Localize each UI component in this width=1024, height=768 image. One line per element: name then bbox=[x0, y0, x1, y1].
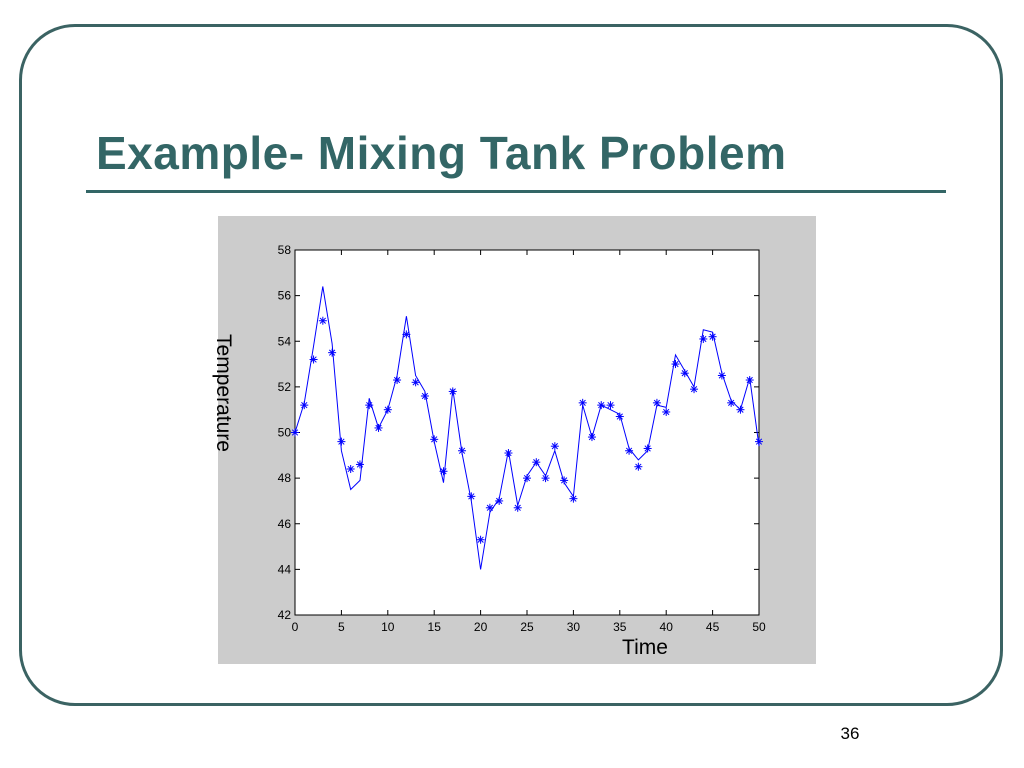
data-point bbox=[690, 385, 699, 394]
data-point bbox=[745, 376, 754, 385]
y-tick-label: 46 bbox=[278, 517, 292, 531]
x-tick-label: 0 bbox=[292, 620, 299, 634]
plot-area bbox=[294, 249, 760, 616]
data-point bbox=[587, 433, 596, 442]
data-point bbox=[448, 387, 457, 396]
y-tick-label: 50 bbox=[278, 426, 292, 440]
x-tick-label: 35 bbox=[613, 620, 627, 634]
page-number: 36 bbox=[840, 724, 860, 743]
data-point bbox=[476, 535, 485, 544]
data-point bbox=[550, 442, 559, 451]
data-point bbox=[411, 378, 420, 387]
data-point bbox=[300, 401, 309, 410]
slide-frame bbox=[19, 24, 1003, 706]
y-tick-label: 42 bbox=[278, 608, 292, 622]
y-tick-label: 44 bbox=[278, 562, 292, 576]
data-point bbox=[727, 398, 736, 407]
data-point bbox=[634, 462, 643, 471]
title-divider bbox=[86, 190, 946, 193]
data-point bbox=[467, 492, 476, 501]
data-point bbox=[439, 467, 448, 476]
x-tick-label: 25 bbox=[520, 620, 534, 634]
data-point bbox=[541, 474, 550, 483]
data-point bbox=[615, 412, 624, 421]
data-point bbox=[625, 446, 634, 455]
data-point bbox=[606, 401, 615, 410]
x-tick-label: 10 bbox=[381, 620, 395, 634]
x-tick-label: 15 bbox=[428, 620, 442, 634]
data-point bbox=[346, 465, 355, 473]
data-point bbox=[643, 444, 652, 453]
data-point bbox=[495, 496, 504, 505]
data-point bbox=[560, 476, 569, 485]
x-tick-label: 20 bbox=[474, 620, 488, 634]
data-point bbox=[717, 371, 726, 380]
data-point bbox=[337, 437, 346, 446]
y-tick-label: 52 bbox=[278, 380, 292, 394]
data-point bbox=[430, 435, 439, 444]
data-point bbox=[708, 332, 717, 341]
data-point bbox=[291, 428, 299, 437]
slide-title: Example- Mixing Tank Problem bbox=[96, 127, 787, 179]
data-point bbox=[383, 405, 392, 414]
y-tick-label: 58 bbox=[278, 243, 292, 257]
x-tick-label: 5 bbox=[338, 620, 345, 634]
data-point bbox=[755, 437, 763, 446]
data-point bbox=[662, 407, 671, 416]
data-point bbox=[699, 334, 708, 343]
data-point bbox=[652, 398, 661, 407]
data-point bbox=[402, 330, 411, 339]
data-point bbox=[504, 449, 513, 458]
x-tick-label: 45 bbox=[706, 620, 720, 634]
y-tick-label: 48 bbox=[278, 471, 292, 485]
data-point bbox=[736, 405, 745, 414]
data-point bbox=[523, 474, 531, 483]
data-point bbox=[309, 355, 318, 364]
y-axis-label: Temperature bbox=[212, 334, 235, 452]
y-tick-label: 54 bbox=[278, 334, 292, 348]
data-point bbox=[328, 348, 337, 357]
data-point bbox=[532, 458, 541, 467]
data-point bbox=[578, 398, 587, 407]
data-point bbox=[374, 423, 383, 432]
x-tick-label: 40 bbox=[660, 620, 674, 634]
data-point bbox=[513, 503, 522, 512]
data-point bbox=[393, 376, 402, 385]
data-point bbox=[458, 446, 467, 455]
data-point bbox=[680, 369, 689, 378]
data-point bbox=[671, 360, 680, 369]
x-tick-label: 30 bbox=[567, 620, 581, 634]
y-tick-label: 56 bbox=[278, 289, 292, 303]
data-point bbox=[318, 316, 327, 325]
x-tick-label: 50 bbox=[752, 620, 766, 634]
data-point bbox=[485, 503, 494, 512]
x-axis-label: Time bbox=[622, 636, 668, 659]
data-point bbox=[365, 401, 374, 410]
data-point bbox=[420, 392, 429, 400]
data-point bbox=[597, 401, 606, 410]
data-point bbox=[569, 494, 578, 503]
data-point bbox=[355, 460, 364, 469]
